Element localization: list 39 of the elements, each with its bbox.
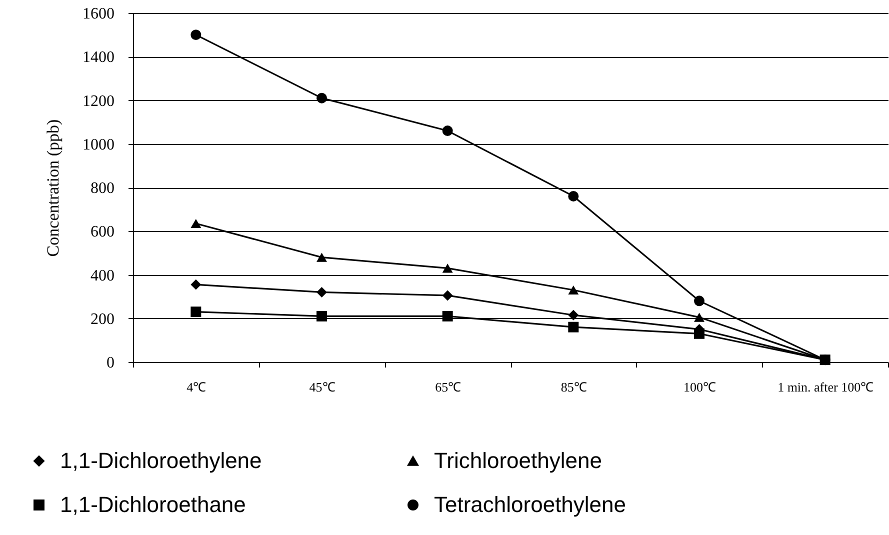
point xyxy=(316,286,327,298)
legend-label: 1,1-Dichloroethylene xyxy=(60,448,262,473)
point xyxy=(316,310,327,322)
x-tick-label: 100℃ xyxy=(684,380,716,394)
x-tick-label: 85℃ xyxy=(560,380,587,394)
point xyxy=(442,264,453,273)
y-tick-label: 600 xyxy=(90,224,114,241)
point xyxy=(694,312,704,322)
y-tick-label: 400 xyxy=(90,267,114,284)
point xyxy=(442,126,453,136)
point xyxy=(568,322,579,332)
legend-label: Tetrachloroethylene xyxy=(434,492,626,517)
legend-label: 1,1-Dichloroethane xyxy=(60,492,246,517)
point xyxy=(694,328,704,339)
point xyxy=(442,290,453,301)
legend-label: Trichloroethylene xyxy=(434,448,602,473)
y-tick-label: 0 xyxy=(106,354,114,372)
x-tick-label: 45℃ xyxy=(309,380,336,394)
y-tick-label: 1400 xyxy=(82,49,114,66)
x-tick-label: 4℃ xyxy=(186,380,206,394)
point xyxy=(694,296,704,306)
y-tick-label: 1600 xyxy=(82,6,114,22)
point xyxy=(442,310,453,322)
y-tick-label: 200 xyxy=(90,310,114,328)
x-tick-label: 1 min. after 100℃ xyxy=(778,380,874,394)
y-tick-label: 1200 xyxy=(82,92,114,110)
point xyxy=(316,92,327,104)
y-tick-label: 1000 xyxy=(82,136,114,154)
point xyxy=(568,310,579,320)
y-tick-label: 800 xyxy=(90,180,114,197)
point xyxy=(190,30,202,40)
point xyxy=(190,218,202,228)
point xyxy=(190,279,202,290)
y-axis-title: Concentration (ppb) xyxy=(44,119,62,257)
point xyxy=(568,285,579,295)
x-tick-label: 65℃ xyxy=(435,380,462,394)
point xyxy=(568,190,579,202)
point xyxy=(316,252,327,262)
point xyxy=(190,306,202,318)
